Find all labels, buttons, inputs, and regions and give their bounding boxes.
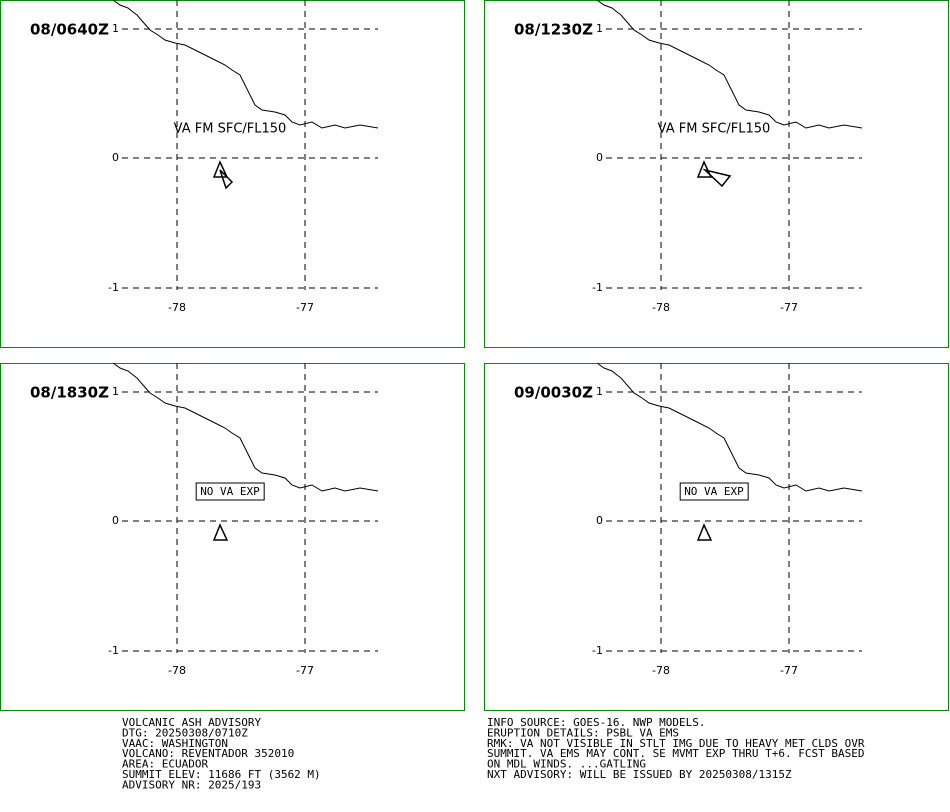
ash-annotation: VA FM SFC/FL150 [658, 122, 771, 137]
volcano-marker [696, 523, 713, 541]
coastline [112, 362, 379, 492]
lat-label: -1 [108, 644, 119, 657]
lon-label: -77 [780, 664, 798, 677]
lon-label: -77 [296, 664, 314, 677]
advisory-line: ON MDL WINDS. ...GATLING [487, 758, 646, 771]
lon-label: -77 [296, 301, 314, 314]
panel-border [484, 0, 949, 348]
panel-border [0, 0, 465, 348]
lon-label: -78 [168, 301, 186, 314]
panel-border [484, 363, 949, 711]
ash-annotation: VA FM SFC/FL150 [174, 122, 287, 137]
advisory-line: RMK: VA NOT VISIBLE IN STLT IMG DUE TO H… [487, 737, 865, 750]
lon-label: -78 [652, 301, 670, 314]
advisory-line: DTG: 20250308/0710Z [122, 726, 248, 739]
annotation-box [195, 482, 265, 501]
ash-area [702, 168, 732, 188]
lat-label: 1 [596, 22, 603, 35]
advisory-line: VOLCANO: REVENTADOR 352010 [122, 747, 294, 760]
lon-label: -78 [168, 664, 186, 677]
lat-label: 1 [596, 385, 603, 398]
map-panel: 1 0 -1 -78 -77 08/1830Z NO VA EXP [0, 362, 465, 711]
valid-time: 09/0030Z [514, 384, 593, 402]
advisory-line: NXT ADVISORY: WILL BE ISSUED BY 20250308… [487, 768, 792, 781]
coastline [596, 362, 863, 492]
advisory-line: SUMMIT ELEV: 11686 FT (3562 M) [122, 768, 321, 781]
volcano-marker [696, 160, 713, 178]
lat-label: -1 [592, 281, 603, 294]
advisory-line: ERUPTION DETAILS: PSBL VA EMS [487, 726, 679, 739]
ash-annotation: NO VA EXP [200, 485, 260, 498]
advisory-line: AREA: ECUADOR [122, 758, 208, 771]
map-panel: 1 0 -1 -78 -77 08/0640Z VA FM SFC/FL150 [0, 0, 465, 348]
ash-area [219, 169, 234, 190]
coastline [596, 0, 863, 129]
map-panel: 1 0 -1 -78 -77 09/0030Z NO VA EXP [484, 362, 949, 711]
lat-label: 0 [112, 514, 119, 527]
lat-label: 0 [596, 514, 603, 527]
map-panel: 1 0 -1 -78 -77 08/1230Z VA FM SFC/FL150 [484, 0, 949, 348]
valid-time: 08/1230Z [514, 21, 593, 39]
ash-annotation: NO VA EXP [684, 485, 744, 498]
advisory-line: VOLCANIC ASH ADVISORY [122, 716, 261, 729]
annotation-box [679, 482, 749, 501]
coastline [112, 0, 379, 129]
lat-label: 0 [596, 151, 603, 164]
volcano-marker [212, 160, 229, 178]
valid-time: 08/0640Z [30, 21, 109, 39]
volcano-marker [212, 523, 229, 541]
advisory-line: INFO SOURCE: GOES-16. NWP MODELS. [487, 716, 706, 729]
lat-label: 0 [112, 151, 119, 164]
lat-label: 1 [112, 22, 119, 35]
lat-label: -1 [108, 281, 119, 294]
advisory-line: VAAC: WASHINGTON [122, 737, 228, 750]
advisory-line: ADVISORY NR: 2025/193 [122, 778, 261, 791]
lat-label: -1 [592, 644, 603, 657]
panel-border [0, 363, 465, 711]
lon-label: -78 [652, 664, 670, 677]
lat-label: 1 [112, 385, 119, 398]
valid-time: 08/1830Z [30, 384, 109, 402]
lon-label: -77 [780, 301, 798, 314]
advisory-line: SUMMIT. VA EMS MAY CONT. SE MVMT EXP THR… [487, 747, 865, 760]
